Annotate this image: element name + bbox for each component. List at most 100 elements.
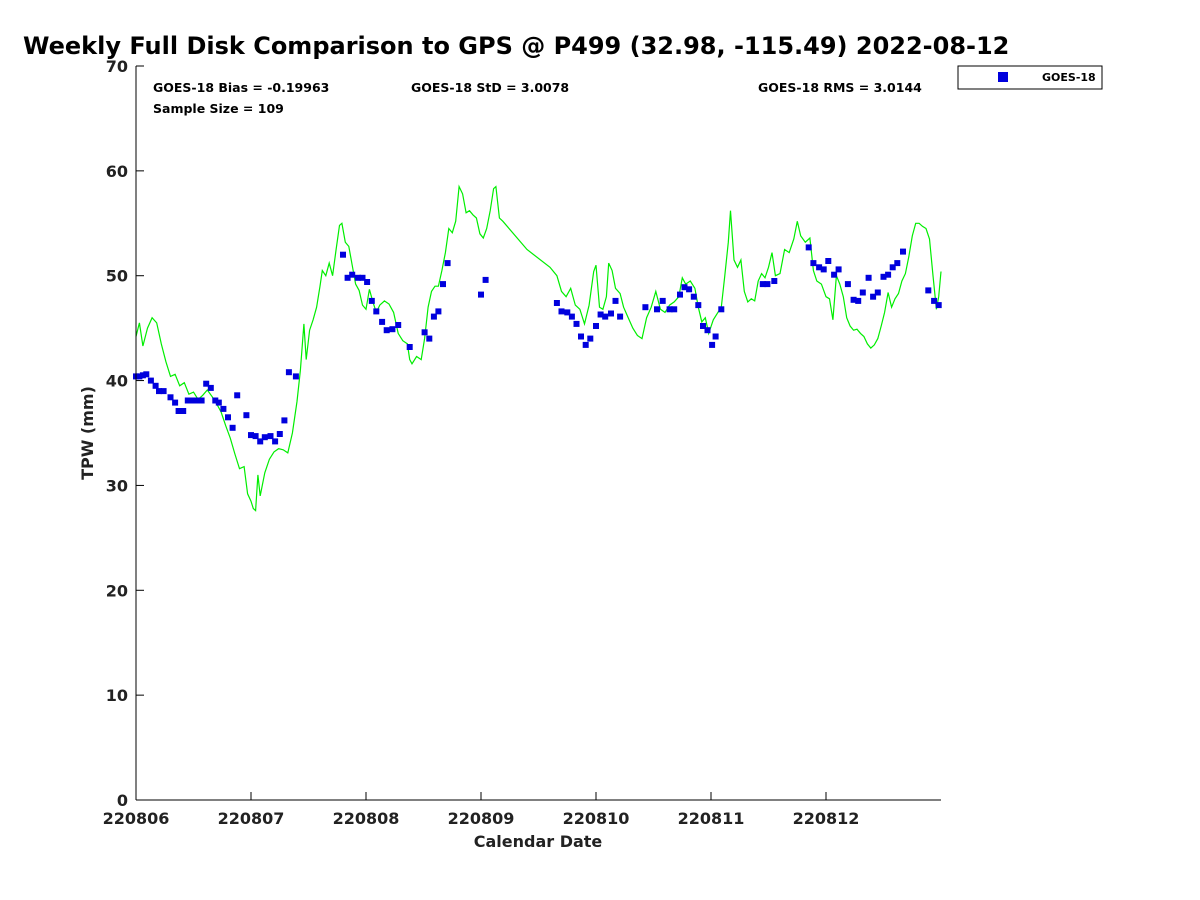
x-axis-label: Calendar Date <box>474 832 603 851</box>
y-tick-label: 40 <box>106 372 128 391</box>
goes-point <box>340 251 346 258</box>
goes-point <box>435 308 442 315</box>
goes-point <box>172 399 179 406</box>
goes-point <box>252 433 259 440</box>
goes-point <box>406 344 413 350</box>
x-tick-label: 220810 <box>563 809 630 828</box>
x-tick-label: 220812 <box>793 809 860 828</box>
goes-point <box>354 274 361 281</box>
goes-point <box>143 371 150 378</box>
goes-point <box>844 281 851 288</box>
goes-point <box>359 274 366 281</box>
goes-point <box>573 320 580 327</box>
goes-point <box>234 392 241 399</box>
goes-point <box>167 394 174 401</box>
goes-point <box>564 309 571 316</box>
rms-stat: GOES-18 RMS = 3.0144 <box>758 80 922 95</box>
goes-point <box>759 281 766 288</box>
goes-point <box>389 326 396 333</box>
y-tick-label: 0 <box>117 791 128 810</box>
goes-point <box>582 341 589 348</box>
y-tick-label: 10 <box>106 686 128 705</box>
goes-point <box>874 289 881 296</box>
y-tick-label: 30 <box>106 476 128 495</box>
goes-point <box>677 291 683 298</box>
y-tick-label: 20 <box>106 581 128 600</box>
goes-point <box>272 438 279 445</box>
bias-stat: GOES-18 Bias = -0.19963 <box>153 80 329 95</box>
x-tick-label: 220807 <box>218 809 285 828</box>
x-tick-label: 220806 <box>103 809 170 828</box>
goes-point <box>712 333 719 340</box>
goes-point <box>642 304 649 311</box>
goes-point <box>666 306 673 313</box>
goes-point <box>184 397 191 404</box>
y-tick-label: 60 <box>106 162 128 181</box>
goes-point <box>189 397 196 404</box>
legend-box <box>957 65 1103 90</box>
goes-point <box>700 323 706 329</box>
y-ticks: 0 10 20 30 40 50 60 70 <box>106 57 144 810</box>
goes-point <box>147 377 154 384</box>
goes-point <box>865 274 872 281</box>
goes-point <box>212 397 219 404</box>
goes-point <box>587 335 594 342</box>
goes-point <box>229 424 236 431</box>
goes-point <box>925 287 932 294</box>
goes-point <box>568 313 575 320</box>
goes-point <box>175 408 182 414</box>
goes-point <box>602 313 609 320</box>
goes-point <box>285 369 292 376</box>
goes-point <box>859 289 866 296</box>
goes-point <box>193 397 200 404</box>
goes-point <box>248 432 254 439</box>
legend: GOES-18 <box>957 65 1103 90</box>
goes-point <box>364 279 371 285</box>
chart-title: Weekly Full Disk Comparison to GPS @ P49… <box>23 32 1009 60</box>
goes-point <box>690 293 697 300</box>
goes-point <box>835 266 842 273</box>
goes-point <box>617 313 624 320</box>
goes-point <box>880 273 887 280</box>
goes-point <box>578 333 584 340</box>
legend-label-goes: GOES-18 <box>1042 71 1096 84</box>
goes-point <box>764 281 771 288</box>
gps-line <box>135 184 942 512</box>
goes-point <box>931 297 938 304</box>
goes-point <box>608 310 614 317</box>
goes-point <box>344 274 351 281</box>
goes-point <box>426 335 433 342</box>
goes-point <box>373 308 380 315</box>
goes-point <box>421 329 428 336</box>
legend-marker-goes <box>998 72 1008 82</box>
y-tick-label: 50 <box>106 267 128 286</box>
goes-point <box>215 399 222 406</box>
goes-point <box>430 313 437 320</box>
goes-point <box>267 433 274 440</box>
goes-point <box>281 417 288 424</box>
goes-point <box>935 302 942 309</box>
goes-point <box>368 297 375 304</box>
goes-point <box>156 388 162 395</box>
goes-point <box>816 264 823 271</box>
goes-point <box>160 388 167 395</box>
goes-point <box>139 372 146 379</box>
goes-point <box>220 405 227 412</box>
sample-size-stat: Sample Size = 109 <box>153 101 284 116</box>
gps-series <box>135 184 942 512</box>
goes-point <box>198 397 205 404</box>
x-tick-label: 220809 <box>448 809 515 828</box>
goes-point <box>257 438 264 445</box>
goes-point <box>771 278 778 284</box>
goes-point <box>612 297 619 304</box>
goes-point <box>152 382 159 389</box>
goes-point <box>444 260 451 267</box>
goes-point <box>718 306 725 313</box>
goes-point <box>654 306 660 313</box>
goes-point <box>180 408 187 414</box>
goes-point <box>558 308 565 315</box>
goes-point <box>686 286 693 293</box>
goes-point <box>261 434 268 441</box>
goes-point <box>894 260 901 267</box>
